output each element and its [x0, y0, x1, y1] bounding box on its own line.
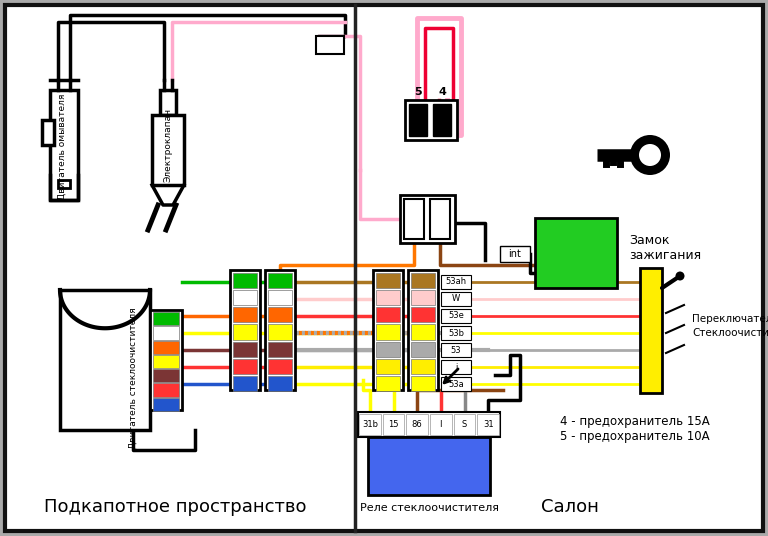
Bar: [441, 309, 471, 323]
Bar: [376, 341, 400, 357]
Bar: [153, 312, 179, 325]
Text: Двигатель омывателя: Двигатель омывателя: [58, 94, 67, 200]
Bar: [409, 104, 427, 136]
Bar: [411, 324, 435, 340]
Text: 53e: 53e: [448, 311, 464, 321]
Bar: [233, 273, 257, 288]
Bar: [411, 376, 435, 391]
Bar: [233, 341, 257, 357]
Bar: [268, 359, 292, 374]
Bar: [430, 199, 450, 239]
Text: Двигатель стеклоочистителя: Двигатель стеклоочистителя: [128, 307, 137, 449]
Bar: [153, 369, 179, 382]
Circle shape: [630, 135, 670, 175]
Circle shape: [676, 272, 684, 280]
Text: Реле стеклоочистителя: Реле стеклоочистителя: [359, 503, 498, 513]
Bar: [433, 104, 451, 136]
Bar: [268, 290, 292, 306]
Text: Замок
зажигания: Замок зажигания: [629, 234, 701, 262]
Text: W: W: [452, 294, 460, 303]
Text: I: I: [439, 420, 442, 429]
Bar: [230, 270, 260, 390]
Bar: [268, 324, 292, 340]
Bar: [233, 376, 257, 391]
Bar: [233, 324, 257, 340]
Text: Салон: Салон: [541, 498, 599, 516]
Bar: [160, 90, 176, 115]
Bar: [441, 274, 471, 288]
Text: 53b: 53b: [448, 329, 464, 338]
Text: 4: 4: [438, 87, 446, 97]
Bar: [441, 360, 471, 374]
Bar: [382, 414, 404, 435]
Text: 4 - предохранитель 15А
5 - предохранитель 10А: 4 - предохранитель 15А 5 - предохранител…: [560, 415, 710, 443]
Bar: [233, 359, 257, 374]
Bar: [373, 270, 403, 390]
Text: Электроклапан: Электроклапан: [164, 108, 173, 182]
Bar: [233, 290, 257, 306]
Bar: [411, 341, 435, 357]
Bar: [153, 326, 179, 340]
Text: 31: 31: [483, 420, 494, 429]
Bar: [316, 36, 344, 54]
Bar: [233, 307, 257, 323]
Text: i: i: [455, 363, 457, 372]
Circle shape: [639, 144, 661, 166]
Bar: [640, 268, 662, 393]
Bar: [376, 324, 400, 340]
Bar: [153, 340, 179, 354]
Bar: [406, 414, 428, 435]
Bar: [454, 414, 475, 435]
Bar: [405, 100, 457, 140]
Bar: [411, 273, 435, 288]
Bar: [153, 383, 179, 397]
Text: S: S: [462, 420, 467, 429]
Bar: [359, 414, 381, 435]
Text: 15: 15: [389, 420, 399, 429]
Bar: [265, 270, 295, 390]
Bar: [376, 359, 400, 374]
Bar: [411, 359, 435, 374]
Bar: [150, 310, 182, 410]
Bar: [358, 412, 500, 437]
Text: 53: 53: [451, 346, 462, 355]
Bar: [268, 341, 292, 357]
Text: 5: 5: [414, 87, 422, 97]
Bar: [478, 414, 499, 435]
Bar: [50, 90, 78, 200]
Bar: [153, 355, 179, 368]
Text: 31b: 31b: [362, 420, 378, 429]
Bar: [376, 290, 400, 306]
Bar: [400, 195, 455, 243]
Text: Подкапотное пространство: Подкапотное пространство: [44, 498, 306, 516]
Text: Переключатель
Стеклоочистителя: Переключатель Стеклоочистителя: [692, 314, 768, 338]
Bar: [376, 376, 400, 391]
Bar: [268, 273, 292, 288]
Bar: [404, 199, 424, 239]
Bar: [441, 343, 471, 357]
Bar: [500, 246, 530, 262]
Bar: [430, 414, 452, 435]
Bar: [42, 120, 54, 145]
Bar: [152, 115, 184, 185]
Text: 53a: 53a: [448, 380, 464, 389]
Bar: [368, 437, 490, 495]
Text: 86: 86: [412, 420, 422, 429]
Bar: [535, 218, 617, 288]
Bar: [411, 307, 435, 323]
Bar: [58, 180, 70, 188]
Bar: [408, 270, 438, 390]
Bar: [60, 290, 150, 430]
Bar: [268, 376, 292, 391]
Text: 53ah: 53ah: [445, 277, 467, 286]
Text: int: int: [508, 249, 521, 259]
Bar: [411, 290, 435, 306]
Bar: [441, 377, 471, 391]
Bar: [376, 273, 400, 288]
Bar: [441, 326, 471, 340]
Bar: [268, 307, 292, 323]
Bar: [441, 292, 471, 306]
Bar: [153, 398, 179, 411]
Bar: [376, 307, 400, 323]
